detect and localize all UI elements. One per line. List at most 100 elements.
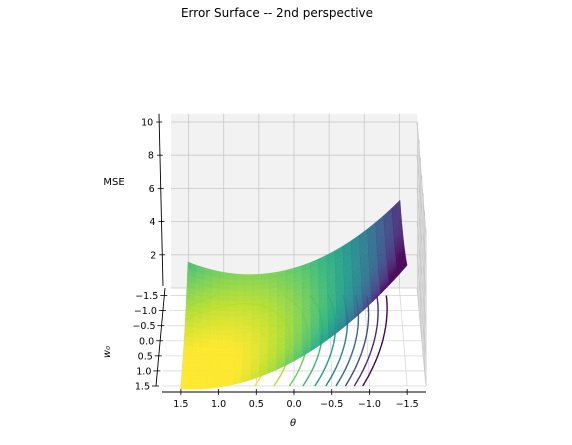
surface-facet: [244, 306, 252, 312]
y-tick-label: −0.5: [132, 321, 155, 332]
surface-facet: [201, 343, 210, 348]
surface-facet: [218, 343, 227, 347]
surface-facet: [237, 285, 245, 291]
surface-facet: [245, 285, 253, 291]
surface-facet: [237, 280, 245, 286]
x-tick-label: −0.5: [320, 399, 343, 410]
surface-facet: [219, 311, 228, 317]
surface-facet: [211, 315, 220, 321]
surface-facet: [191, 363, 200, 367]
surface-facet: [200, 360, 209, 364]
surface-facet: [210, 325, 219, 330]
surface-facet: [190, 386, 199, 390]
surface-facet: [208, 364, 217, 368]
x-axis-label: θ: [290, 418, 296, 429]
surface-facet: [209, 343, 218, 348]
surface-facet: [245, 280, 253, 286]
surface-facet: [207, 385, 216, 389]
surface-facet: [227, 326, 236, 331]
surface-facet: [228, 296, 236, 302]
y-tick-label: 0.5: [138, 351, 153, 362]
surface-facet: [201, 333, 210, 338]
z-tick-label: 10: [141, 118, 153, 129]
surface-facet: [201, 347, 210, 352]
x-tick-label: 1.5: [173, 399, 188, 410]
surface-facet: [253, 280, 261, 286]
surface-facet: [190, 379, 199, 383]
surface-facet: [218, 330, 227, 335]
surface-facet: [219, 321, 228, 326]
surface-facet: [181, 378, 190, 382]
surface-facet: [236, 301, 244, 306]
surface-facet: [200, 356, 209, 360]
surface-facet: [220, 295, 228, 301]
surface-facet: [199, 379, 208, 383]
z-axis-line: [159, 114, 163, 286]
y-tick-label: 1.5: [135, 382, 150, 393]
y-tick-label: −1.0: [134, 306, 157, 317]
surface-facet: [191, 367, 200, 371]
surface-facet: [227, 334, 236, 339]
surface-facet: [227, 321, 236, 326]
surface-facet: [220, 300, 228, 306]
surface-facet: [210, 334, 219, 339]
y-tick-label: 1.0: [136, 366, 151, 377]
surface-facet: [220, 289, 229, 296]
surface-facet: [227, 316, 236, 321]
x-tick-label: −1.0: [358, 399, 381, 410]
surface-facet: [217, 352, 226, 356]
surface-facet: [219, 305, 227, 311]
surface-facet: [199, 368, 208, 372]
surface-facet: [209, 348, 218, 352]
surface-facet: [227, 311, 236, 316]
x-tick-label: 0.0: [286, 399, 301, 410]
surface-facet: [210, 320, 219, 326]
surface-facet: [228, 290, 236, 296]
surface-facet: [245, 275, 253, 281]
chart-title: Error Surface -- 2nd perspective: [181, 6, 373, 20]
x-tick-label: 0.5: [249, 399, 264, 410]
surface-facet: [199, 382, 208, 386]
surface-facet: [200, 364, 209, 368]
surface-facet: [210, 339, 219, 344]
surface-facet: [229, 273, 237, 280]
z-tick-label: 6: [149, 184, 155, 195]
surface-facet: [228, 306, 236, 311]
z-tick-label: 8: [148, 151, 154, 162]
z-axis-label: MSE: [103, 177, 124, 188]
y-tick-label: −1.5: [135, 291, 158, 302]
surface-facet: [210, 330, 219, 335]
surface-facet: [181, 386, 190, 390]
surface-facet: [209, 356, 218, 360]
z-tick-label: 4: [149, 217, 155, 228]
y-axis-label: w₀: [102, 346, 113, 358]
surface-facet: [198, 386, 207, 390]
x-tick-label: −1.5: [396, 399, 419, 410]
surface-facet: [208, 360, 217, 364]
surface-facet: [218, 339, 227, 343]
surface-facet: [218, 348, 227, 353]
surface-facet: [228, 301, 237, 306]
surface-facet: [217, 356, 226, 360]
surface-facet: [245, 291, 253, 297]
surface-facet: [219, 325, 228, 330]
surface-facet: [236, 296, 244, 301]
surface-facet: [190, 383, 199, 387]
surface-facet: [191, 371, 200, 375]
surface-facet: [191, 359, 200, 364]
surface-facet: [244, 296, 252, 302]
surface-facet: [200, 352, 209, 357]
x-tick-label: 1.0: [211, 399, 226, 410]
surface-facet: [228, 285, 236, 291]
surface-facet: [235, 320, 244, 325]
surface-facet: [236, 316, 245, 321]
surface-facet: [219, 316, 228, 321]
y-tick-label: 0.0: [139, 336, 154, 347]
surface-facet: [244, 301, 252, 306]
surface-facet: [236, 291, 244, 296]
surface-facet: [218, 335, 227, 340]
surface-facet: [237, 274, 245, 280]
surface-facet: [236, 311, 245, 316]
surface-facet: [236, 306, 244, 311]
